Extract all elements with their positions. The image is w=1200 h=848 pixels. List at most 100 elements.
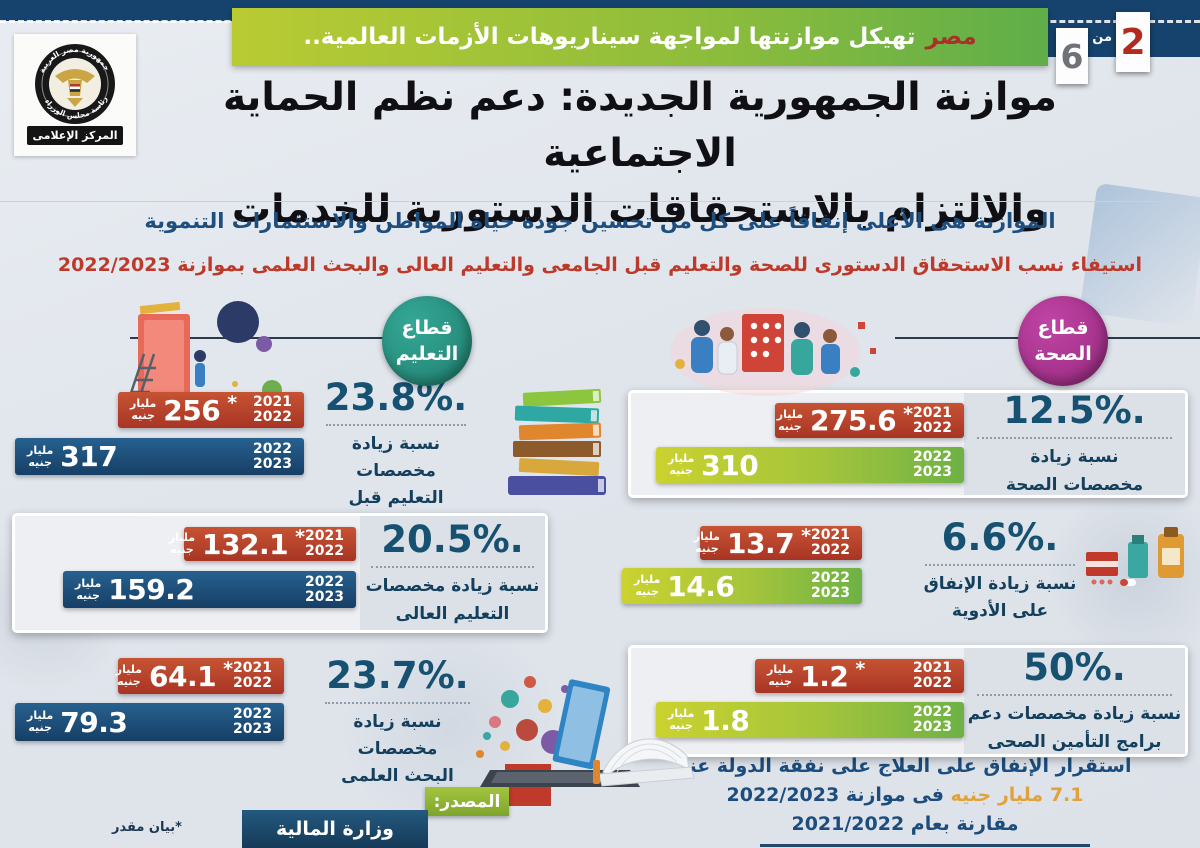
- bar-next-pre-university: 2022 2023 317 مليار جنيه: [15, 438, 304, 475]
- bar-year-label: 2021 2022: [305, 528, 344, 559]
- laptop-book-icon: [435, 666, 700, 810]
- treatment-spending-note: استقرار الإنفاق على العلاج على نفقة الدو…: [660, 752, 1150, 839]
- dotted-divider: [371, 566, 534, 569]
- note-line-1: استقرار الإنفاق على العلاج على نفقة الدو…: [678, 755, 1132, 777]
- source-label: المصدر:: [425, 787, 509, 816]
- bar-year-label: 2021 2022: [253, 394, 292, 425]
- svg-text:المركز الإعلامى: المركز الإعلامى: [33, 129, 118, 142]
- title-line-2: والالتزام بالاستحقاقات الدستورية للخدمات: [231, 187, 1049, 232]
- bar-year-label: 2021 2022: [913, 404, 952, 436]
- health-sector-badge: قطاع الصحة: [1018, 296, 1108, 386]
- dotted-divider: [977, 694, 1172, 697]
- bar-prev-medicines: 2021 2022 * 13.7 مليار جنيه: [694, 525, 862, 560]
- bar-value: 317: [60, 440, 118, 473]
- footnote-marker: *: [295, 526, 306, 548]
- bar-value: 256: [163, 393, 221, 427]
- bar-year-label: 2022 2023: [253, 440, 292, 472]
- bar-unit: مليار جنيه: [168, 531, 196, 556]
- education-sector-badge: قطاع التعليم: [382, 296, 472, 386]
- connector-line: [895, 337, 1020, 339]
- bar-year-label: 2022 2023: [233, 706, 272, 737]
- subtitle-primary: الموازنة هى الأعلى إنفاقاً على كل من تحس…: [144, 209, 1056, 233]
- stat-scientific-research: 23.7%. نسبة زيادة مخصصات البحث العلمى: [315, 654, 480, 791]
- bar-value: 13.7: [727, 526, 795, 560]
- increase-percentage: 23.7%.: [326, 654, 469, 697]
- bar-value: 1.8: [701, 703, 750, 737]
- bar-year-label: 2022 2023: [305, 573, 344, 605]
- stat-description: نسبة زيادة مخصصات التعليم العالى: [365, 576, 540, 624]
- health-doodle-icon: [630, 294, 905, 406]
- divider: [0, 201, 1200, 202]
- stat-description: نسبة زيادة الإنفاق على الأدوية: [923, 574, 1077, 622]
- bar-year-label: 2021 2022: [913, 660, 952, 691]
- bar-unit: مليار جنيه: [634, 573, 661, 598]
- stat-description: نسبة زيادة مخصصات الصحة: [1005, 447, 1144, 495]
- health-allocations-stat-panel: 12.5%. نسبة زيادة مخصصات الصحة: [964, 389, 1185, 495]
- bar-unit: مليار جنيه: [75, 576, 102, 602]
- bar-prev-health: 2021 2022 * 275.6 مليار جنيه: [775, 403, 964, 438]
- source-value: وزارة المالية: [242, 810, 428, 848]
- dotted-divider: [925, 564, 1075, 566]
- bar-value: 275.6: [810, 404, 897, 437]
- divider: [760, 844, 1090, 847]
- higher-education-stat-panel: 20.5%. نسبة زيادة مخصصات التعليم العالى: [360, 516, 545, 630]
- bar-unit: مليار جنيه: [776, 407, 804, 433]
- footnote-marker: *: [855, 658, 866, 680]
- stat-medicines: 6.6%. نسبة زيادة الإنفاق على الأدوية: [915, 516, 1085, 625]
- bar-year-label: 2022 2023: [913, 449, 952, 480]
- bar-prev-higher-education: 2021 2022 * 132.1 مليار جنيه: [169, 526, 356, 561]
- stat-health-allocations: 12.5%. نسبة زيادة مخصصات الصحة: [964, 389, 1185, 498]
- government-logo: جمهورية مصر العربية رئاسة مجلس الوزراء ا…: [14, 34, 136, 156]
- bar-value: 14.6: [667, 569, 735, 603]
- footnote-marker: *: [227, 392, 238, 414]
- increase-percentage: 23.8%.: [324, 376, 468, 419]
- bar-year-label: 2021 2022: [233, 660, 272, 691]
- increase-percentage: 50%.: [1023, 646, 1126, 690]
- footnote-marker: *: [223, 658, 234, 680]
- banner-text: تهيكل موازنتها لمواجهة سيناريوهات الأزما…: [303, 24, 916, 50]
- bar-unit: مليار جنيه: [668, 452, 695, 477]
- bar-next-higher-education: 2022 2023 159.2 مليار جنيه: [63, 571, 356, 608]
- bar-prev-health-insurance: 2021 2022 * 1.2 مليار جنيه: [755, 658, 964, 693]
- bar-year-label: 2022 2023: [913, 704, 952, 735]
- note-line-3: مقارنة بعام 2021/2022: [791, 813, 1019, 835]
- page-number-current: 2: [1116, 12, 1150, 72]
- bar-value: 132.1: [202, 527, 289, 561]
- title-line-1: موازنة الجمهورية الجديدة: دعم نظم الحماي…: [223, 75, 1057, 176]
- stat-higher-education: 20.5%. نسبة زيادة مخصصات التعليم العالى: [360, 518, 545, 627]
- increase-percentage: 20.5%.: [381, 518, 524, 562]
- bar-unit: مليار جنيه: [27, 709, 54, 734]
- bar-value: 310: [701, 448, 759, 482]
- increase-percentage: 12.5%.: [1003, 389, 1146, 433]
- cabinet-media-center-emblem-icon: جمهورية مصر العربية رئاسة مجلس الوزراء ا…: [27, 44, 123, 145]
- bar-unit: مليار جنيه: [693, 530, 720, 555]
- footnote-marker: *: [903, 402, 914, 425]
- stat-health-insurance: 50%. نسبة زيادة مخصصات دعم برامج التأمين …: [964, 646, 1185, 755]
- bar-value: 1.2: [800, 659, 849, 693]
- eagle-icon: [55, 69, 95, 107]
- bar-unit: مليار جنيه: [767, 663, 794, 688]
- bar-value: 79.3: [60, 705, 128, 739]
- bar-prev-scientific-research: 2021 2022 * 64.1 مليار جنيه: [115, 658, 284, 694]
- dotted-divider: [324, 702, 471, 704]
- dotted-divider: [977, 437, 1172, 440]
- stat-description: نسبة زيادة مخصصات دعم برامج التأمين الصحى: [967, 704, 1182, 752]
- page-number-total: 6: [1056, 28, 1088, 84]
- bar-year-label: 2021 2022: [811, 527, 850, 558]
- bar-year-label: 2022 2023: [811, 570, 850, 601]
- note-highlight: 7.1 مليار جنيه: [950, 784, 1084, 806]
- bar-next-scientific-research: 2022 2023 79.3 مليار جنيه: [15, 703, 284, 741]
- bar-prev-pre-university: 2021 2022 * 256 مليار جنيه: [118, 392, 304, 428]
- banner-highlight: مصر: [925, 24, 977, 50]
- bar-unit: مليار جنيه: [668, 707, 695, 732]
- bar-next-health: 2022 2023 310 مليار جنيه: [656, 447, 964, 483]
- headline-banner: مصر تهيكل موازنتها لمواجهة سيناريوهات ال…: [232, 8, 1048, 66]
- note-line-2: 7.1 مليار جنيه فى موازنة 2022/2023: [726, 784, 1084, 806]
- bar-unit: مليار جنيه: [115, 663, 142, 688]
- increase-percentage: 6.6%.: [941, 516, 1059, 559]
- page-number-separator: من: [1092, 30, 1112, 45]
- stat-description: نسبة زيادة مخصصات البحث العلمى: [341, 712, 454, 787]
- books-stack-icon: [503, 383, 611, 502]
- bar-next-health-insurance: 2022 2023 1.8 مليار جنيه: [656, 702, 964, 738]
- page-title: موازنة الجمهورية الجديدة: دعم نظم الحماي…: [140, 70, 1140, 238]
